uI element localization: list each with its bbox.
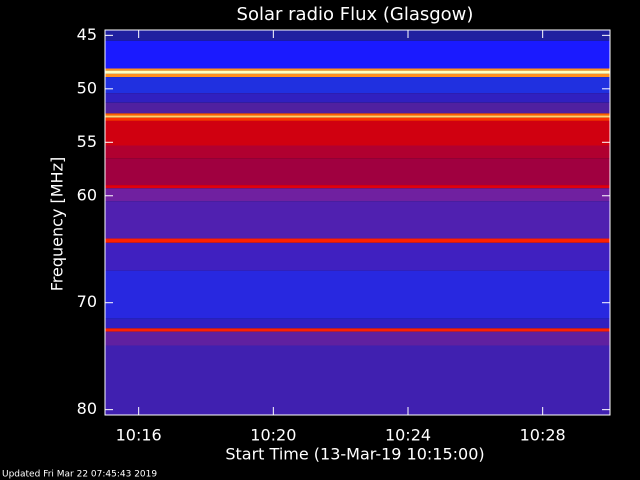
frequency-band [105, 331, 610, 346]
frequency-band [105, 113, 610, 116]
frequency-band [105, 30, 610, 41]
frequency-band [105, 185, 610, 189]
frequency-band [105, 115, 610, 118]
frequency-band [105, 145, 610, 159]
y-tick-label: 55 [77, 132, 97, 151]
y-axis-label: Frequency [MHz] [48, 157, 67, 291]
frequency-band [105, 158, 610, 186]
frequency-band [105, 270, 610, 319]
frequency-band [105, 102, 610, 114]
frequency-band [105, 242, 610, 271]
frequency-band [105, 70, 610, 74]
frequency-band [105, 93, 610, 103]
frequency-band [105, 188, 610, 202]
y-tick-label: 60 [77, 185, 97, 204]
frequency-band [105, 318, 610, 329]
x-tick-label: 10:24 [385, 426, 431, 445]
frequency-band [105, 120, 610, 146]
x-axis-label: Start Time (13-Mar-19 10:15:00) [225, 445, 484, 464]
frequency-band [105, 117, 610, 121]
y-tick-label: 80 [77, 399, 97, 418]
frequency-band [105, 73, 610, 78]
frequency-band [105, 77, 610, 94]
footer: Updated Fri Mar 22 07:45:43 2019 [2, 470, 157, 480]
y-tick-label: 45 [77, 25, 97, 44]
frequency-band [105, 345, 610, 415]
x-tick-label: 10:20 [250, 426, 296, 445]
x-tick-label: 10:28 [520, 426, 566, 445]
y-tick-label: 70 [77, 292, 97, 311]
x-tick-label: 10:16 [116, 426, 162, 445]
y-tick-label: 50 [77, 78, 97, 97]
frequency-band [105, 328, 610, 332]
chart-title: Solar radio Flux (Glasgow) [237, 4, 474, 25]
frequency-band [105, 201, 610, 239]
plot-frame [104, 29, 611, 416]
frequency-band [105, 238, 610, 243]
frequency-band [105, 40, 610, 69]
frequency-band [105, 68, 610, 71]
